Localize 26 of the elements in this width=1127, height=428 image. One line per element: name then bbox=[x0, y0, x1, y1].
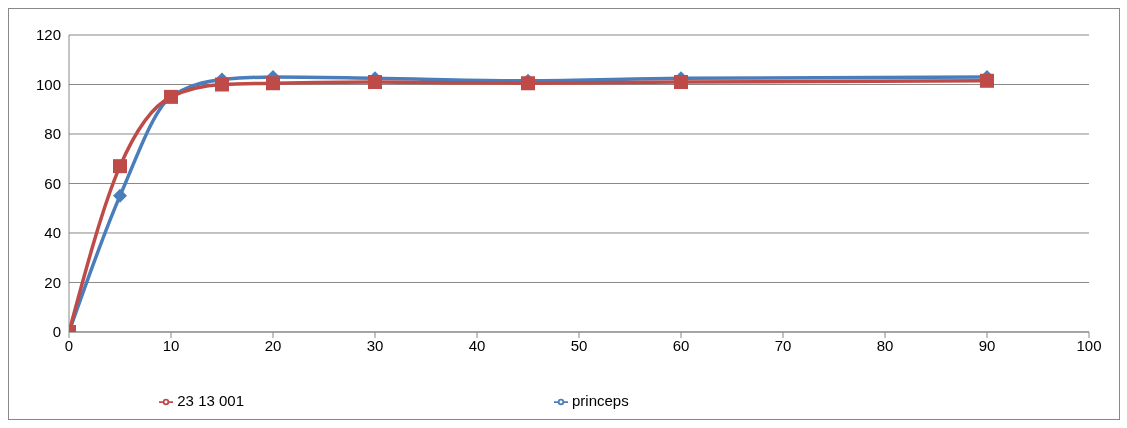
y-tick-label: 60 bbox=[44, 174, 61, 192]
y-tick-label: 40 bbox=[44, 224, 61, 242]
x-tick-label: 70 bbox=[774, 336, 792, 354]
y-tick-label: 0 bbox=[52, 323, 61, 341]
legend-label: princeps bbox=[572, 391, 629, 409]
point bbox=[266, 76, 280, 91]
x-tick-label: 0 bbox=[64, 336, 74, 354]
x-tick-label: 10 bbox=[162, 336, 180, 354]
x-tick-label: 90 bbox=[978, 336, 996, 354]
x-tick-label: 60 bbox=[672, 336, 690, 354]
legend-label: 23 13 001 bbox=[177, 391, 245, 409]
y-tick-label: 20 bbox=[44, 273, 61, 291]
x-tick-label: 20 bbox=[264, 336, 282, 354]
x-tick-label: 80 bbox=[876, 336, 894, 354]
y-tick-label: 80 bbox=[44, 125, 61, 143]
y-tick-label: 100 bbox=[35, 75, 61, 93]
point bbox=[674, 75, 688, 90]
x-tick-label: 30 bbox=[366, 336, 384, 354]
y-tick-label: 120 bbox=[35, 26, 61, 44]
point bbox=[113, 159, 127, 174]
point bbox=[368, 75, 382, 90]
point bbox=[113, 188, 127, 203]
point bbox=[215, 77, 229, 92]
x-tick-label: 100 bbox=[1076, 336, 1102, 354]
x-tick-label: 50 bbox=[570, 336, 588, 354]
x-tick-label: 40 bbox=[468, 336, 486, 354]
